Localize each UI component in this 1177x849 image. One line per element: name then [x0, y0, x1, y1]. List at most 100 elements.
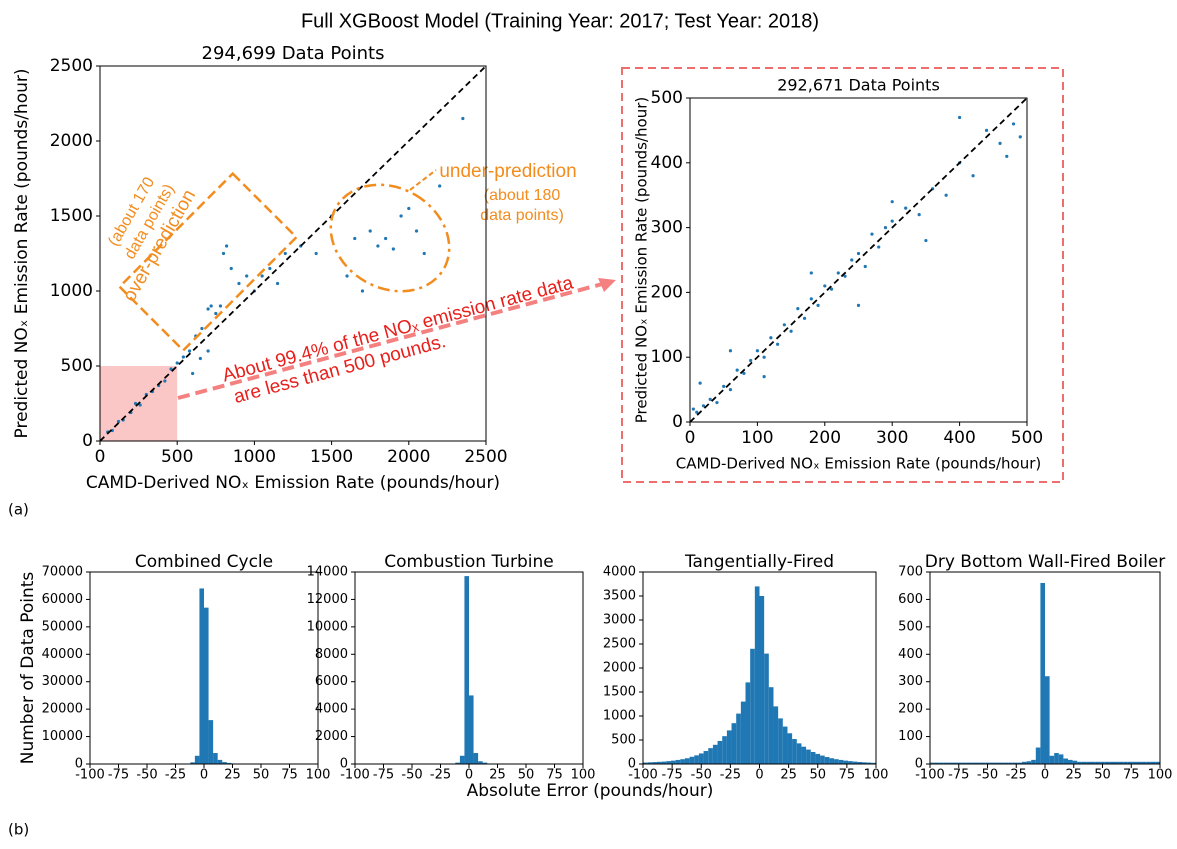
- x-tick-label: 25: [780, 768, 797, 783]
- y-tick-label: 100: [651, 347, 683, 367]
- y-tick-label: 500: [898, 619, 923, 634]
- x-tick-label: 400: [943, 428, 975, 448]
- y-tick-label: 14000: [307, 565, 348, 580]
- point: [384, 236, 388, 241]
- point: [1011, 122, 1016, 126]
- y-tick-label: 60000: [42, 592, 83, 607]
- x-tick-label: 75: [839, 768, 856, 783]
- panel-label: (a): [8, 501, 29, 519]
- bar: [670, 760, 676, 764]
- y-tick-label: 50000: [42, 619, 83, 634]
- point: [1018, 135, 1022, 139]
- x-tick-label: -50: [136, 768, 157, 783]
- bar: [204, 607, 209, 764]
- bar: [1072, 760, 1078, 764]
- bar: [1058, 754, 1064, 764]
- y-tick-label: 1500: [603, 685, 636, 700]
- bar: [217, 759, 223, 764]
- x-tick-label: 100: [571, 768, 596, 783]
- bar: [469, 695, 474, 764]
- bar: [1049, 755, 1055, 764]
- point: [198, 356, 202, 361]
- x-tick-label: 25: [1065, 768, 1082, 783]
- bar: [806, 749, 811, 764]
- y-tick-label: 3000: [603, 613, 636, 628]
- bar: [1127, 761, 1133, 764]
- y-tick-label: 600: [898, 592, 923, 607]
- bar: [722, 736, 727, 764]
- y-tick-label: 500: [611, 733, 636, 748]
- bar: [934, 762, 940, 764]
- bar: [866, 762, 872, 764]
- annotations: (about 170 data points) over-prediction …: [105, 161, 616, 408]
- point: [695, 410, 699, 414]
- point: [755, 349, 760, 353]
- bar: [1003, 762, 1009, 764]
- bar: [792, 739, 797, 764]
- bar: [829, 758, 835, 764]
- x-tick-label: 100: [306, 768, 331, 783]
- x-tick-label: 0: [465, 768, 473, 783]
- y-tick-label: 3500: [603, 589, 636, 604]
- y-tick-label: 700: [898, 565, 923, 580]
- bar: [810, 752, 816, 764]
- point: [209, 304, 213, 308]
- point: [191, 371, 195, 376]
- point: [735, 368, 739, 372]
- point: [802, 316, 807, 320]
- x-tick-label: -50: [691, 768, 712, 783]
- axes-frame: [99, 65, 487, 442]
- x-tick-label: -25: [720, 768, 741, 783]
- point: [782, 323, 786, 327]
- bar: [815, 753, 821, 764]
- bar: [948, 762, 953, 764]
- point: [728, 388, 733, 392]
- y-tick-label: 0: [672, 412, 683, 432]
- y-tick-label: 300: [651, 218, 683, 238]
- x-tick-label: 1000: [233, 447, 276, 467]
- point: [245, 274, 249, 278]
- bar: [684, 758, 690, 764]
- x-tick-label: 75: [1123, 768, 1140, 783]
- bar: [862, 762, 867, 764]
- bar: [680, 759, 685, 764]
- point: [904, 206, 908, 210]
- bar: [943, 762, 949, 764]
- x-tick-label: 0: [685, 428, 696, 448]
- bar: [801, 746, 807, 764]
- bar: [656, 761, 662, 764]
- bar: [473, 753, 479, 764]
- x-tick-label: 100: [741, 428, 773, 448]
- x-tick-label: 100: [1148, 768, 1173, 783]
- bar: [694, 755, 699, 764]
- bar: [754, 586, 760, 764]
- point: [438, 184, 442, 188]
- axes-frame: [689, 97, 1028, 423]
- point: [984, 128, 989, 132]
- point: [181, 355, 185, 359]
- point: [836, 271, 840, 275]
- x-tick-label: -25: [430, 768, 451, 783]
- bar: [726, 730, 732, 764]
- y-tick-label: 0: [75, 757, 83, 772]
- y-tick-label: 100: [898, 729, 923, 744]
- point: [138, 403, 142, 407]
- x-tick-label: -100: [628, 768, 658, 783]
- bar: [1077, 761, 1082, 764]
- bar: [740, 701, 746, 764]
- point: [722, 384, 726, 388]
- point: [971, 174, 975, 178]
- annotation: About 99.4% of the NOₓ emission rate dat…: [220, 272, 576, 386]
- bar: [213, 753, 218, 764]
- x-tick-label: 0: [755, 768, 763, 783]
- point: [221, 251, 226, 256]
- x-tick-label: 25: [489, 768, 506, 783]
- bar: [199, 588, 204, 764]
- bar: [1155, 761, 1160, 764]
- point: [958, 115, 962, 120]
- bar: [736, 713, 741, 764]
- y-tick-label: 4000: [315, 702, 348, 717]
- bar: [976, 762, 981, 764]
- bar: [1054, 753, 1059, 764]
- point: [175, 361, 179, 365]
